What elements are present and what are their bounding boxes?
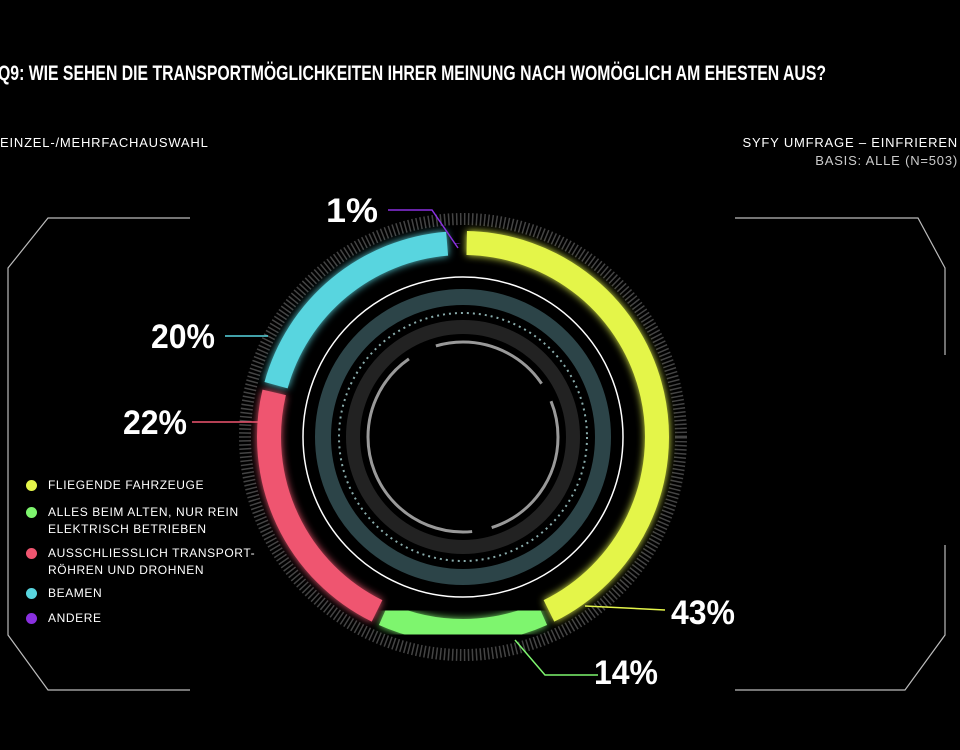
legend-label: FLIEGENDE FAHRZEUGE (48, 478, 205, 492)
donut-segment (264, 231, 449, 389)
legend-label: ALLES BEIM ALTEN, NUR REIN ELEKTRISCH BE… (48, 505, 239, 536)
subtitle: EINZEL-/MEHRFACHAUSWAHL (0, 135, 209, 150)
legend-marker (26, 480, 37, 491)
legend-marker (26, 548, 37, 559)
donut-segment (378, 603, 548, 643)
value-label: 1% (326, 192, 378, 230)
legend-label: BEAMEN (48, 586, 103, 600)
legend-marker (26, 588, 37, 599)
leader-line (514, 639, 598, 676)
chart-title: Q9: WIE SEHEN DIE TRANSPORTMÖGLICHKEITEN… (0, 62, 826, 85)
leader-line (584, 605, 666, 611)
donut-segment (466, 231, 669, 622)
donut-segment (257, 389, 383, 622)
frame (7, 217, 946, 691)
value-label: 43% (671, 594, 735, 632)
value-label: 22% (123, 404, 187, 442)
leader-line (388, 209, 459, 249)
source: SYFY UMFRAGE – EINFRIEREN (742, 135, 958, 150)
legend-marker (26, 613, 37, 624)
base: BASIS: ALLE (N=503) (815, 153, 958, 168)
value-label: 14% (594, 654, 658, 692)
legend-marker (26, 507, 37, 518)
legend-label: ANDERE (48, 611, 102, 625)
legend-label: AUSSCHLIESSLICH TRANSPORT-RÖHREN UND DRO… (48, 546, 256, 577)
value-label: 20% (151, 318, 215, 356)
decor-rings (239, 213, 687, 661)
